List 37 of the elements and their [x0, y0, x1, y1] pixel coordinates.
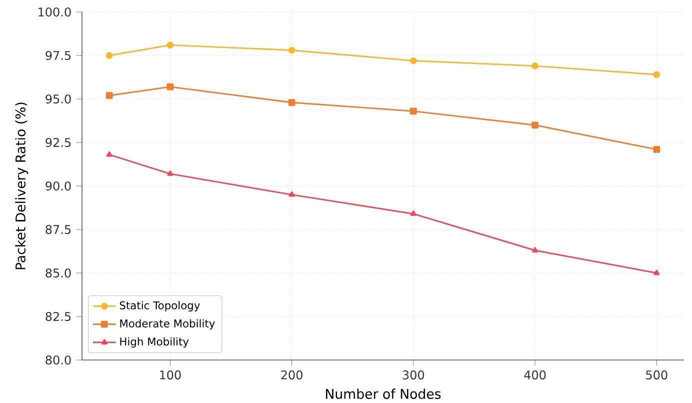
point	[106, 151, 112, 157]
point	[166, 41, 174, 48]
x-tick-label: 500	[646, 370, 668, 380]
point	[410, 57, 417, 64]
point	[532, 122, 538, 128]
point	[653, 146, 660, 153]
point	[288, 46, 296, 54]
point	[166, 83, 174, 90]
y-tick-label: 97.5	[46, 50, 71, 60]
point	[288, 191, 295, 197]
point	[288, 98, 296, 106]
y-tick-label: 92.5	[46, 138, 71, 147]
point	[167, 170, 174, 176]
x-tick-label: 300	[402, 370, 424, 380]
y-axis-title: Packet Delivery Ratio (%)	[15, 102, 28, 269]
y-tick-label: 87.5	[46, 224, 71, 234]
point	[410, 210, 416, 216]
x-tick-label: 400	[524, 370, 546, 380]
point	[106, 52, 113, 59]
x-tick-label: 100	[160, 370, 181, 380]
point	[106, 92, 113, 99]
point	[653, 71, 660, 78]
legend-label: Static Topology	[120, 300, 200, 312]
x-tick-label: 200	[281, 370, 302, 380]
point	[532, 246, 538, 252]
legend-label: High Mobility	[120, 337, 189, 348]
legend-label: Moderate Mobility	[120, 319, 215, 330]
point	[532, 62, 538, 70]
y-tick-label: 85.0	[46, 268, 71, 278]
y-tick-label: 100.0	[38, 7, 71, 16]
y-tick-label: 90.0	[46, 181, 71, 190]
x-axis-title: Number of Nodes	[326, 388, 441, 399]
point	[654, 269, 660, 275]
point	[410, 108, 417, 114]
y-tick-label: 95.0	[46, 94, 71, 104]
y-tick-label: 80.0	[46, 355, 71, 364]
y-tick-label: 82.5	[46, 312, 71, 321]
